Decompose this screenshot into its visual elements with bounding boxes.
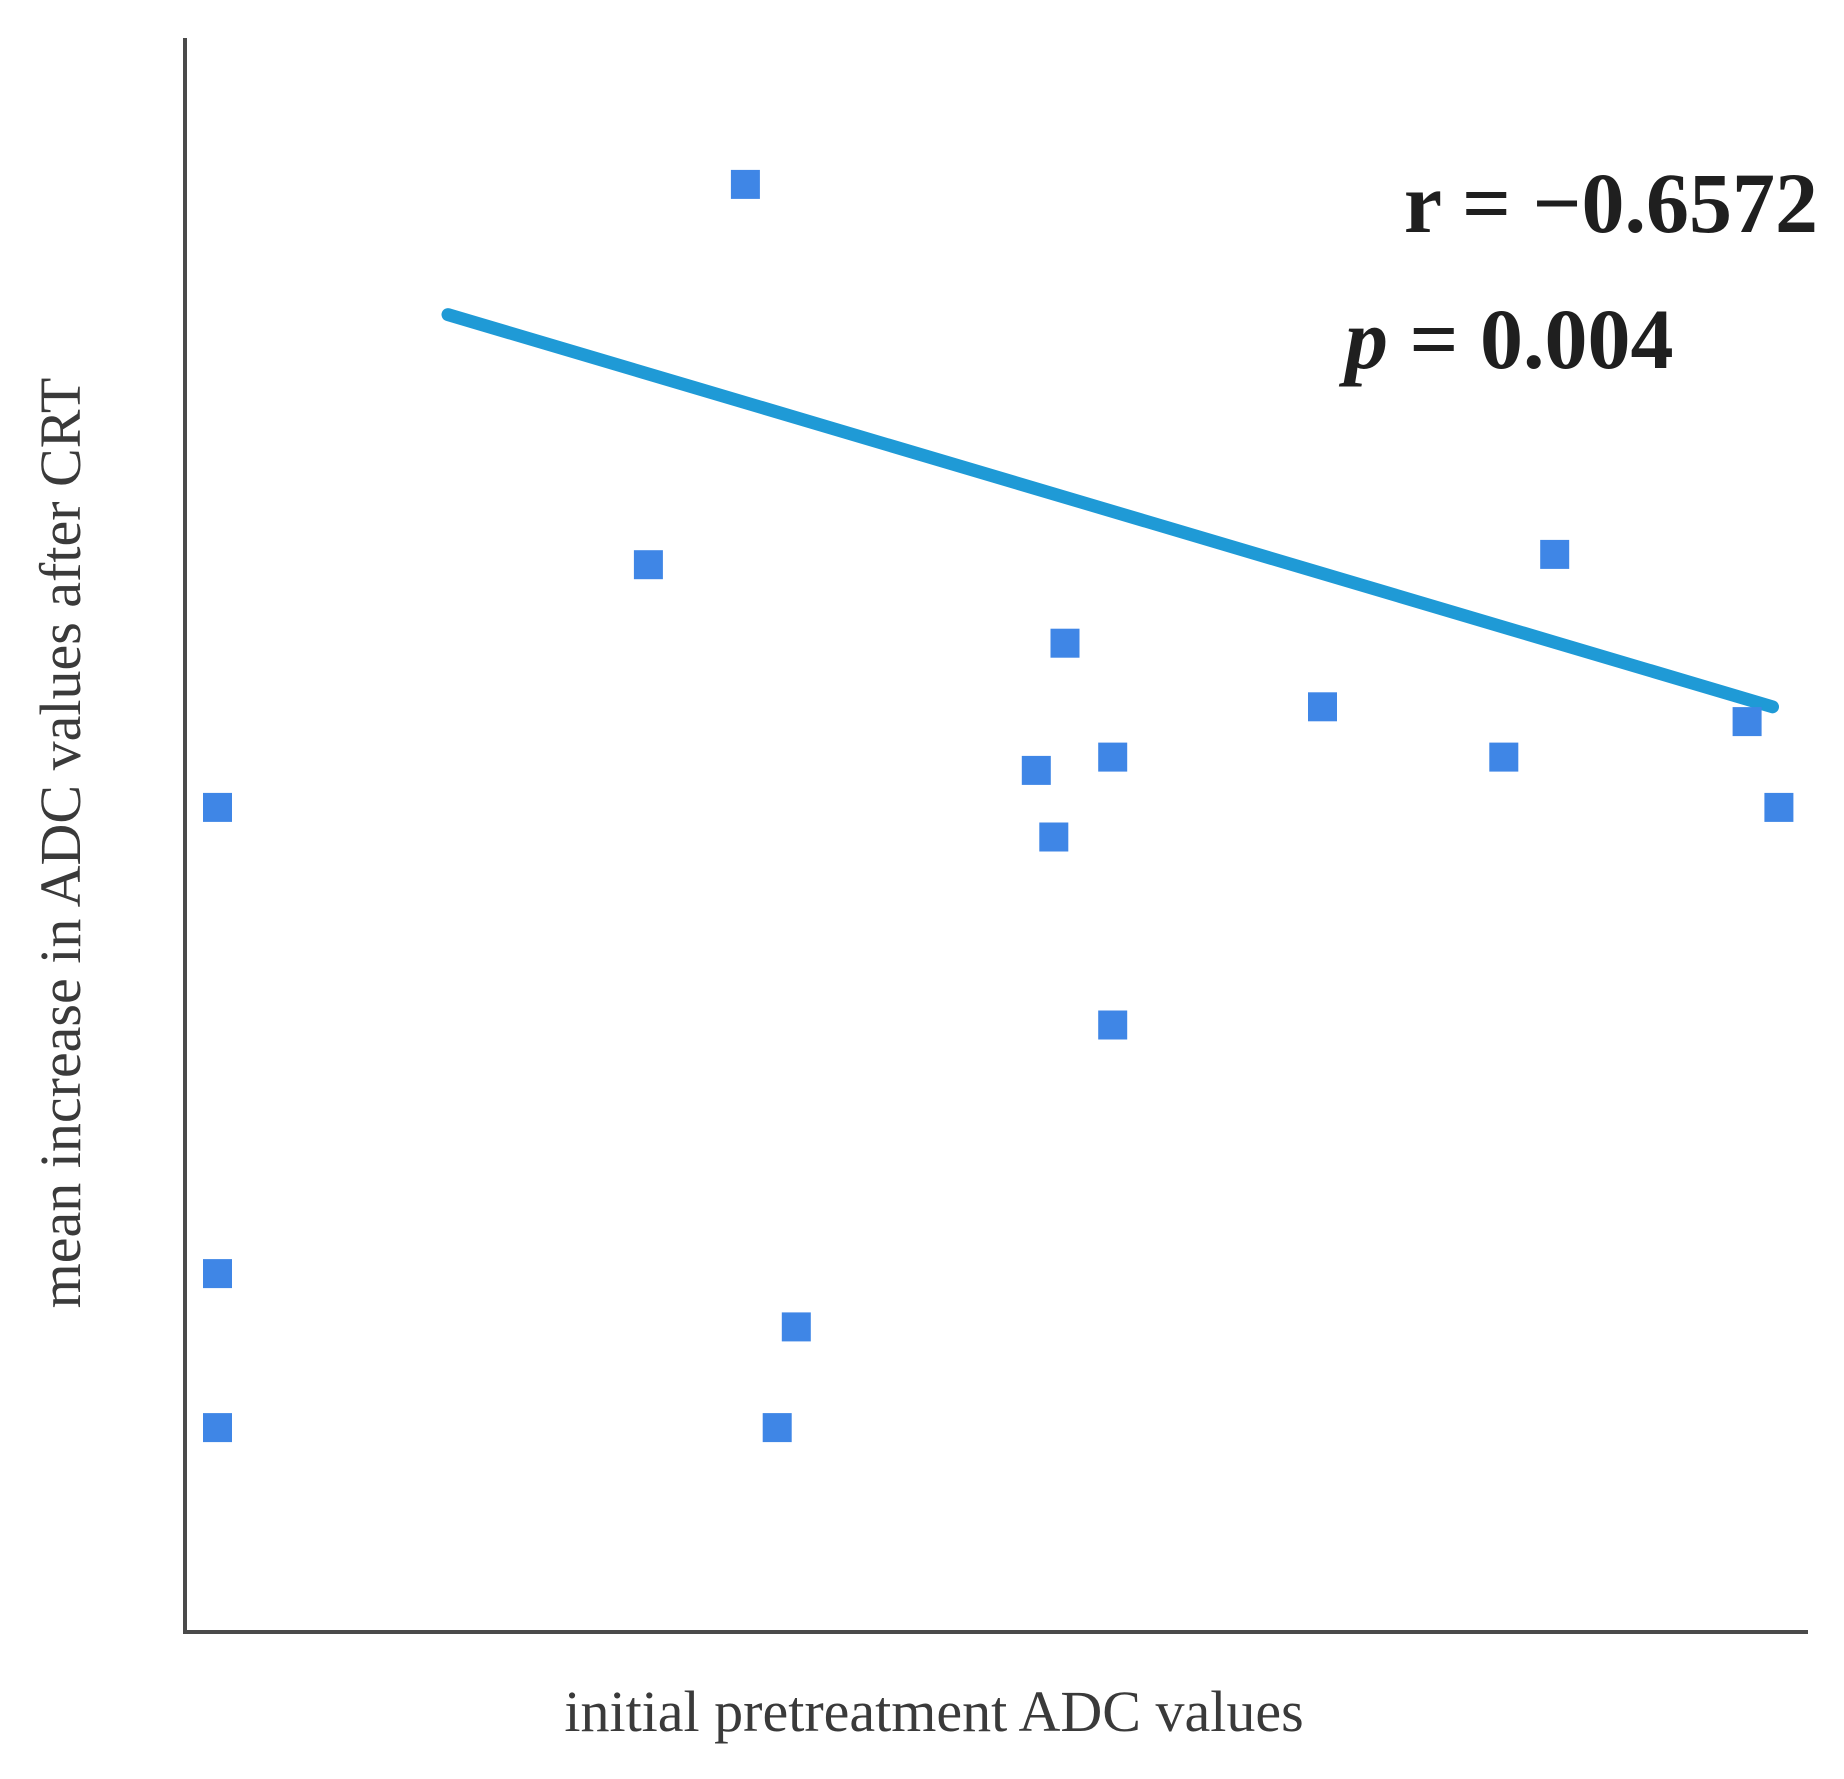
data-points xyxy=(203,169,1794,1443)
p-value: = 0.004 xyxy=(1388,291,1674,387)
correlation-annotation: r = −0.6572 xyxy=(1404,155,1818,251)
data-point xyxy=(1308,692,1337,722)
x-axis-title: initial pretreatment ADC values xyxy=(564,1679,1303,1744)
regression-line xyxy=(441,308,1779,714)
p-value-annotation: p = 0.004 xyxy=(1338,291,1674,387)
data-point xyxy=(762,1413,792,1443)
p-symbol: p xyxy=(1338,291,1388,387)
data-point xyxy=(781,1312,811,1342)
data-point xyxy=(730,169,760,199)
data-point xyxy=(1540,539,1570,569)
data-point xyxy=(1050,628,1080,658)
y-axis-title: mean increase in ADC values after CRT xyxy=(28,378,93,1309)
data-point xyxy=(1489,742,1519,772)
data-point xyxy=(1764,792,1794,822)
data-point xyxy=(1098,742,1128,772)
data-point xyxy=(203,1259,232,1289)
data-point xyxy=(203,792,232,822)
data-point xyxy=(1021,755,1051,785)
data-point xyxy=(1039,822,1069,852)
data-point xyxy=(203,1413,232,1443)
data-point xyxy=(633,550,663,580)
axes xyxy=(183,38,1808,1634)
data-point xyxy=(1732,707,1762,737)
data-point xyxy=(1098,1010,1128,1040)
